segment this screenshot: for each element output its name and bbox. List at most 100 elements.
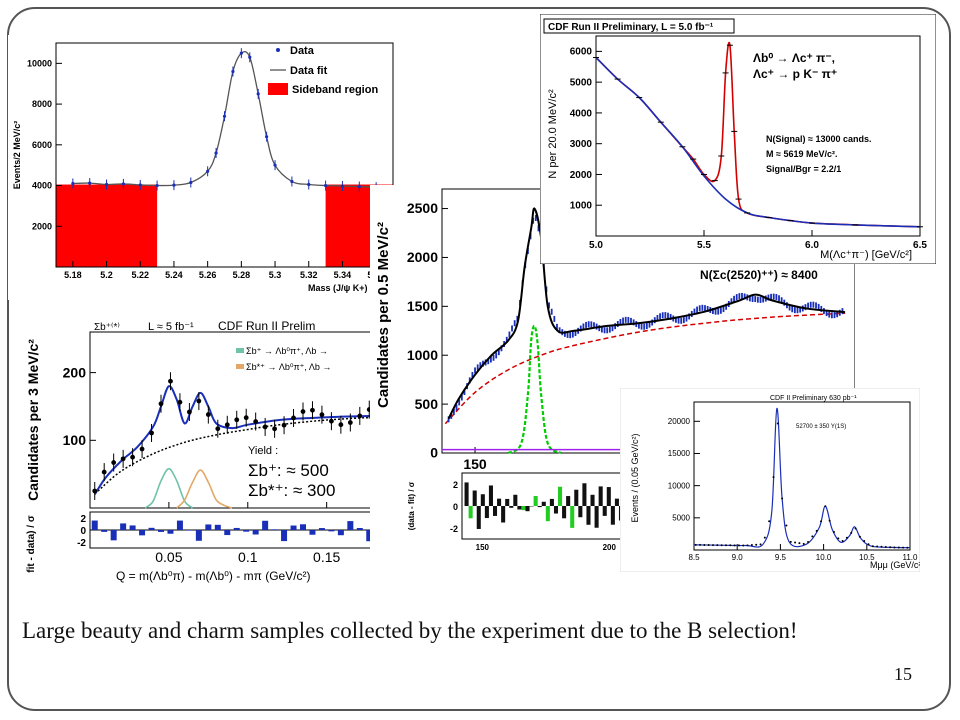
data-point xyxy=(92,488,98,494)
data-point xyxy=(830,312,833,319)
residual-bar xyxy=(497,498,502,506)
data-point xyxy=(489,356,492,363)
yield-annotation: N(Σc(2520)⁺⁺) ≈ 8400 xyxy=(700,268,818,282)
data-point xyxy=(571,331,574,338)
data-point xyxy=(187,409,192,415)
data-point xyxy=(120,456,126,462)
residual-bar xyxy=(549,498,554,506)
y-tick-label: 10000 xyxy=(27,58,52,68)
residual-bar xyxy=(300,524,306,530)
x-tick-label: 5.2 xyxy=(100,270,113,280)
legend-data: Data xyxy=(290,45,315,57)
data-point xyxy=(239,51,243,55)
residual-bar xyxy=(525,506,530,512)
data-point xyxy=(850,531,853,534)
residual-bar xyxy=(521,506,526,511)
residual-bar xyxy=(614,498,619,506)
legend-sideband-swatch xyxy=(268,83,288,95)
data-point xyxy=(733,295,735,302)
x-tick-label: 5.18 xyxy=(64,270,82,280)
data-point xyxy=(215,426,221,432)
signal-to-background: Signal/Bgr = 2.2/1 xyxy=(766,164,841,174)
data-point xyxy=(754,296,757,303)
data-point xyxy=(564,330,566,337)
data-point xyxy=(751,296,754,303)
data-point xyxy=(590,321,593,328)
data-point xyxy=(627,316,630,323)
data-point xyxy=(231,69,235,74)
data-point xyxy=(767,294,770,301)
data-point xyxy=(837,537,840,540)
x-tick-label: 10.0 xyxy=(816,553,832,562)
data-point xyxy=(172,183,176,187)
y-tick-label: 5000 xyxy=(672,513,690,522)
data-point xyxy=(743,293,746,300)
residual-bar xyxy=(553,506,558,514)
residual-bar xyxy=(120,523,127,530)
data-point xyxy=(804,304,807,311)
data-point xyxy=(487,358,490,365)
data-point xyxy=(224,422,230,428)
x-axis-label: Mμμ (GeV/c²) xyxy=(870,560,920,570)
data-point xyxy=(611,325,614,332)
residual-bar xyxy=(290,525,297,530)
y-tick-label: 6000 xyxy=(32,140,52,150)
residual-bar xyxy=(176,520,183,530)
y-axis-label: Candidates per 0.5 MeV/c² xyxy=(375,222,392,408)
plot-frame xyxy=(693,401,911,551)
data-point xyxy=(648,321,651,328)
data-point xyxy=(889,546,892,549)
data-point xyxy=(659,313,661,320)
residual-x-tick-label: 200 xyxy=(603,543,617,552)
decay-line-2: Λc⁺ → p K⁻ π⁺ xyxy=(753,67,837,81)
y-tick-label: 8000 xyxy=(32,99,52,109)
residual-y-tick-label: 2 xyxy=(80,514,86,525)
decay-line-1: Λb⁰ → Λc⁺ π⁻, xyxy=(753,51,835,65)
data-point xyxy=(694,543,697,546)
data-point xyxy=(730,298,733,305)
data-point xyxy=(149,430,154,436)
x-axis-label: Q = m(Λb⁰π) - m(Λb⁰) - mπ (GeV/c²) xyxy=(116,569,311,583)
residual-bar xyxy=(610,506,615,525)
data-point xyxy=(867,543,870,546)
data-point xyxy=(725,303,728,310)
x-tick-label: 5.5 xyxy=(697,240,711,251)
data-point xyxy=(471,372,474,379)
data-point xyxy=(645,323,648,330)
data-point xyxy=(717,308,720,315)
legend-sigma-b-star-swatch xyxy=(236,364,244,369)
residual-bar xyxy=(533,496,538,506)
data-point xyxy=(155,183,159,188)
data-point xyxy=(701,304,704,311)
data-point xyxy=(608,326,611,333)
data-point xyxy=(508,331,511,338)
data-point xyxy=(807,540,810,543)
x-tick-label: 5.0 xyxy=(589,240,603,251)
residual-y-tick-label: 2 xyxy=(453,480,458,490)
y-axis-label: Events / (0.05 GeV/c²) xyxy=(630,433,640,522)
residual-bar xyxy=(517,506,522,510)
data-point xyxy=(177,399,183,405)
residual-bar xyxy=(501,506,506,523)
residual-bar xyxy=(309,530,316,535)
data-point xyxy=(340,184,345,188)
data-point xyxy=(656,315,659,322)
x-tick-label: 9.0 xyxy=(732,553,744,562)
residual-y-tick-label: -2 xyxy=(77,538,86,549)
data-point xyxy=(582,323,585,330)
data-point xyxy=(593,322,595,329)
y-axis-label: N per 20.0 MeV/c² xyxy=(547,89,559,179)
x-tick-label: 5.24 xyxy=(165,270,183,280)
data-point xyxy=(189,180,193,185)
x-tick-label: 5.26 xyxy=(199,270,217,280)
x-tick-label: 5.34 xyxy=(334,270,352,280)
data-point xyxy=(253,419,259,424)
residual-bar xyxy=(214,524,221,530)
data-point xyxy=(290,179,294,184)
data-point xyxy=(158,401,164,407)
residual-bar xyxy=(566,496,571,506)
data-point xyxy=(902,546,905,549)
data-point xyxy=(788,304,791,311)
data-point xyxy=(300,409,306,414)
x-tick-label: 0.05 xyxy=(155,549,182,565)
